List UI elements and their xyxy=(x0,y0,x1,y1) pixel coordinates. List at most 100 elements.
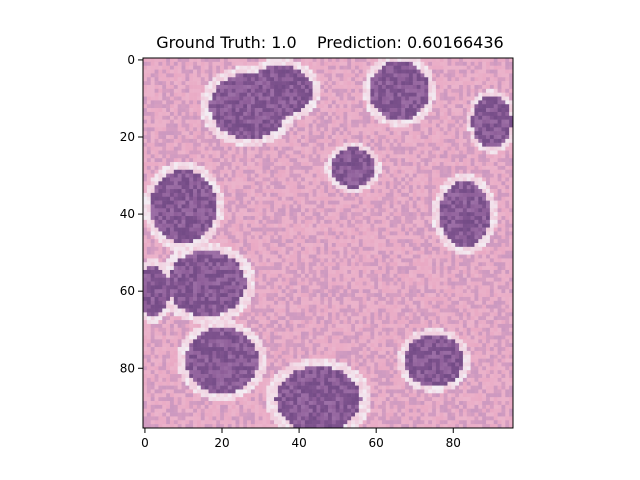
image-pixel xyxy=(243,58,248,63)
image-pixel xyxy=(146,169,151,174)
image-pixel xyxy=(416,88,421,93)
image-pixel xyxy=(459,185,464,190)
image-pixel xyxy=(324,185,329,190)
image-pixel xyxy=(370,135,375,140)
image-pixel xyxy=(455,254,460,259)
image-pixel xyxy=(247,169,252,174)
image-pixel xyxy=(274,192,279,198)
image-pixel xyxy=(243,138,248,144)
image-pixel xyxy=(247,150,252,155)
image-pixel xyxy=(177,65,182,70)
image-pixel xyxy=(366,227,371,232)
image-pixel xyxy=(177,200,182,205)
image-pixel xyxy=(212,138,217,144)
image-pixel xyxy=(220,165,225,171)
image-pixel xyxy=(439,165,444,171)
image-pixel xyxy=(459,104,464,109)
image-pixel xyxy=(162,181,167,186)
image-pixel xyxy=(301,158,306,163)
image-pixel xyxy=(312,154,317,159)
image-pixel xyxy=(509,196,514,201)
image-pixel xyxy=(505,73,510,78)
image-pixel xyxy=(401,154,406,159)
image-pixel xyxy=(374,243,379,248)
image-pixel xyxy=(335,92,340,97)
image-pixel xyxy=(354,100,360,105)
image-pixel xyxy=(408,100,414,105)
image-pixel xyxy=(455,96,460,101)
image-pixel xyxy=(270,146,275,151)
image-pixel xyxy=(258,115,263,120)
image-pixel xyxy=(239,185,244,190)
image-pixel xyxy=(258,154,263,159)
image-pixel xyxy=(478,227,483,232)
image-pixel xyxy=(208,154,213,159)
image-pixel xyxy=(320,235,325,240)
image-pixel xyxy=(189,169,194,174)
image-pixel xyxy=(505,104,510,109)
image-pixel xyxy=(389,173,394,178)
image-pixel xyxy=(343,250,348,255)
image-pixel xyxy=(455,138,460,144)
image-pixel xyxy=(181,65,186,70)
image-pixel xyxy=(493,69,498,74)
image-pixel xyxy=(247,192,252,198)
image-pixel xyxy=(297,127,302,132)
image-pixel xyxy=(385,165,390,171)
image-pixel xyxy=(451,227,456,232)
image-pixel xyxy=(158,196,163,201)
image-pixel xyxy=(158,88,163,93)
image-pixel xyxy=(393,162,398,167)
image-pixel xyxy=(351,208,356,213)
image-pixel xyxy=(482,81,487,86)
image-pixel xyxy=(366,208,371,213)
image-pixel xyxy=(277,196,283,201)
image-pixel xyxy=(143,208,148,213)
image-pixel xyxy=(501,250,506,255)
image-pixel xyxy=(243,127,248,132)
image-pixel xyxy=(393,142,398,147)
image-pixel xyxy=(331,239,336,244)
image-pixel xyxy=(173,239,178,244)
image-pixel xyxy=(455,181,460,186)
image-pixel xyxy=(489,192,495,198)
image-pixel xyxy=(470,131,475,136)
image-pixel xyxy=(405,204,410,209)
image-pixel xyxy=(320,138,325,144)
image-pixel xyxy=(193,69,198,74)
image-pixel xyxy=(193,162,198,167)
image-pixel xyxy=(362,204,367,209)
image-pixel xyxy=(158,189,163,194)
image-pixel xyxy=(316,231,321,236)
image-pixel xyxy=(335,65,340,70)
image-pixel xyxy=(401,104,406,109)
image-pixel xyxy=(270,84,275,90)
image-pixel xyxy=(308,84,313,90)
image-pixel xyxy=(143,243,148,248)
image-pixel xyxy=(493,150,498,155)
image-pixel xyxy=(258,204,263,209)
image-pixel xyxy=(297,69,302,74)
image-pixel xyxy=(158,96,163,101)
image-pixel xyxy=(196,135,202,140)
image-pixel xyxy=(366,81,371,86)
image-pixel xyxy=(223,65,229,70)
image-pixel xyxy=(277,111,283,117)
image-pixel xyxy=(339,108,344,113)
image-pixel xyxy=(304,84,310,90)
image-pixel xyxy=(397,219,402,225)
image-pixel xyxy=(146,115,151,120)
image-pixel xyxy=(412,173,417,178)
image-pixel xyxy=(193,92,198,97)
image-pixel xyxy=(166,185,171,190)
image-pixel xyxy=(362,200,367,205)
image-pixel xyxy=(231,115,236,120)
image-pixel xyxy=(320,127,325,132)
image-pixel xyxy=(432,131,437,136)
image-pixel xyxy=(397,123,402,128)
image-pixel xyxy=(358,165,363,171)
image-pixel xyxy=(416,138,421,144)
image-pixel xyxy=(401,254,406,259)
image-pixel xyxy=(204,177,209,182)
image-pixel xyxy=(416,92,421,97)
